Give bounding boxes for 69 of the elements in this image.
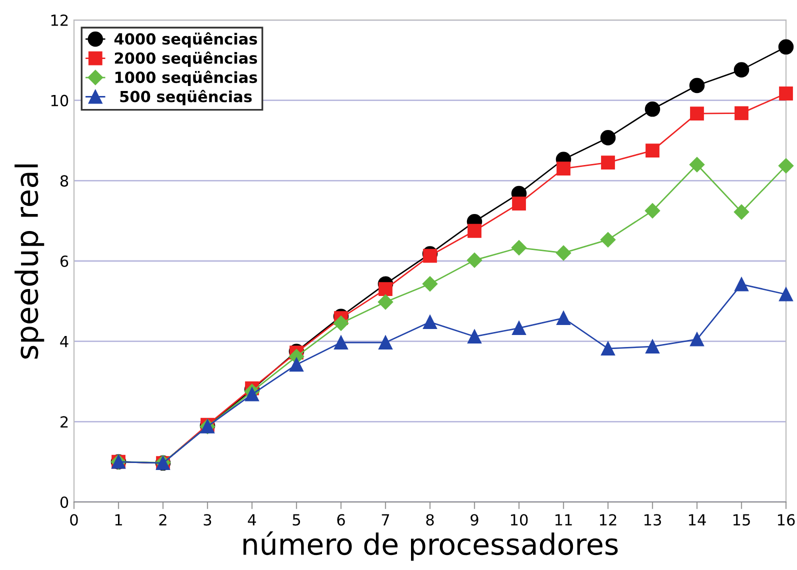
point [466,252,482,268]
point [600,130,616,146]
legend-label: 4000 seqüências [114,32,258,48]
x-axis-title: número de processadores [244,531,618,561]
y-tick-label: 8 [60,175,68,187]
point [378,336,392,350]
x-tick-label: 10 [510,514,528,526]
x-tick-label: 2 [159,514,166,526]
point [646,144,660,158]
point [734,204,750,220]
x-tick-label: 7 [382,514,390,526]
y-tick-label: 4 [60,336,68,348]
point [245,387,259,402]
point [556,311,570,325]
point [644,203,660,218]
legend-label: 2000 seqüências [114,51,258,67]
x-tick-label: 11 [555,514,572,526]
point [378,294,394,310]
point [778,158,794,174]
y-tick-label: 6 [60,255,68,268]
x-tick-label: 15 [733,514,750,526]
x-tick-label: 14 [688,514,706,526]
point [290,358,304,372]
y-tick-label: 0 [60,496,68,508]
point [423,315,437,329]
point [556,245,572,261]
point [646,340,660,354]
x-tick-label: 16 [778,514,795,526]
point [689,78,705,94]
x-tick-label: 12 [600,514,616,526]
x-tick-label: 8 [426,514,434,526]
point [333,316,349,331]
point [779,86,793,100]
point [601,342,615,356]
point [512,196,526,211]
x-tick-label: 6 [337,514,345,526]
point [601,156,615,170]
point [468,224,482,238]
legend-label: 1000 seqüências [115,70,258,86]
point [734,106,748,120]
y-tick-label: 12 [51,14,68,26]
point [734,62,750,78]
point [690,106,704,121]
point [600,232,616,248]
point [422,276,438,292]
x-tick-label: 4 [248,514,256,526]
x-tick-label: 3 [204,514,212,526]
point [334,336,348,350]
point [423,248,437,263]
y-tick-label: 10 [51,94,68,106]
point [511,240,527,256]
x-tick-label: 13 [644,514,661,526]
legend-label: 500 seqüências [120,90,252,106]
x-tick-label: 1 [115,514,122,526]
x-tick-label: 5 [292,514,300,526]
point [378,282,392,296]
point [644,102,660,117]
point [734,277,748,292]
point [779,287,793,302]
x-tick-label: 0 [70,514,78,526]
point [778,39,794,55]
point [689,157,705,172]
point [556,162,570,176]
y-axis-title: speedup real [14,164,44,359]
point [512,321,526,336]
point [690,332,704,346]
x-tick-label: 9 [470,514,478,526]
point [468,330,482,344]
y-tick-label: 2 [60,416,68,428]
